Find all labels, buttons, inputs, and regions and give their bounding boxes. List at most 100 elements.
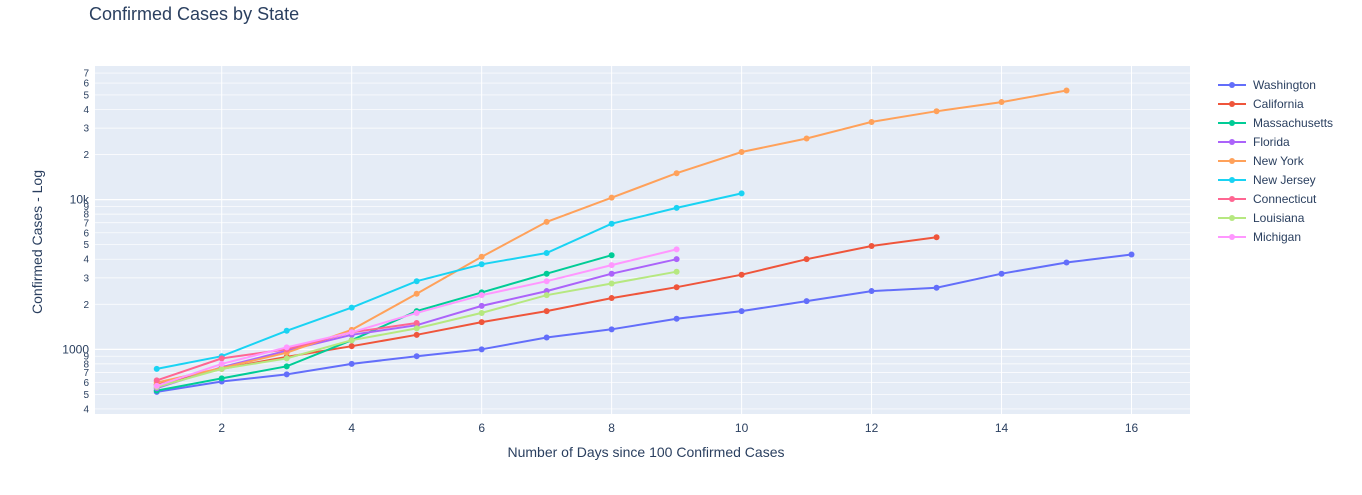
legend-item-florida[interactable]: Florida (1218, 135, 1290, 149)
data-point-new-jersey (478, 261, 485, 268)
data-point-louisiana (283, 355, 290, 362)
data-point-new-york (478, 253, 485, 260)
data-point-washington (998, 270, 1005, 277)
data-point-massachusetts (608, 252, 615, 259)
data-point-washington (608, 326, 615, 333)
legend-item-massachusetts[interactable]: Massachusetts (1218, 116, 1333, 130)
data-point-florida (543, 288, 550, 295)
series-new-jersey (153, 190, 745, 372)
data-point-washington (543, 334, 550, 341)
y-minor-tick-label: 8 (83, 210, 89, 221)
y-minor-tick-label: 7 (83, 69, 89, 80)
legend-item-new-jersey[interactable]: New Jersey (1218, 173, 1316, 187)
legend-label: New Jersey (1253, 173, 1316, 187)
data-point-california (868, 242, 875, 249)
series-group (153, 87, 1135, 395)
data-point-california (543, 308, 550, 315)
data-point-california (478, 319, 485, 326)
data-point-michigan (218, 360, 225, 367)
legend-item-washington[interactable]: Washington (1218, 78, 1316, 92)
data-point-louisiana (348, 337, 355, 344)
series-line-washington (156, 253, 1132, 393)
legend-swatch-marker (1229, 120, 1235, 126)
data-point-california (803, 256, 810, 263)
y-minor-tick-label: 6 (83, 228, 89, 239)
series-line-massachusetts (156, 254, 612, 392)
data-point-washington (933, 284, 940, 291)
data-point-new-york (543, 218, 550, 225)
data-point-michigan (543, 278, 550, 285)
data-point-new-york (803, 135, 810, 142)
legend[interactable]: Washington California Massachusetts Florida… (1218, 78, 1333, 244)
data-point-michigan (153, 382, 160, 389)
legend-item-louisiana[interactable]: Louisiana (1218, 211, 1305, 225)
y-minor-tick-label: 2 (83, 150, 89, 161)
legend-label: Michigan (1253, 230, 1301, 244)
y-minor-tick-label: 8 (83, 359, 89, 370)
series-louisiana (153, 268, 680, 391)
legend-item-new-york[interactable]: New York (1218, 154, 1305, 168)
data-point-washington (283, 371, 290, 378)
data-point-california (348, 343, 355, 350)
data-point-florida (608, 270, 615, 277)
data-point-michigan (348, 329, 355, 336)
y-axis-title: Confirmed Cases - Log (29, 170, 45, 314)
y-major-tick-label: 10k (70, 193, 90, 207)
data-point-washington (413, 353, 420, 360)
legend-swatch-marker (1229, 101, 1235, 107)
y-minor-tick-label: 4 (83, 105, 89, 116)
legend-item-california[interactable]: California (1218, 97, 1304, 111)
data-point-michigan (608, 262, 615, 269)
data-point-new-jersey (348, 304, 355, 311)
data-point-florida (478, 302, 485, 309)
legend-label: Connecticut (1253, 192, 1317, 206)
series-washington (153, 251, 1135, 395)
data-point-new-york (673, 170, 680, 177)
grid (95, 66, 1190, 414)
chart-title: Confirmed Cases by State (89, 4, 299, 24)
data-point-louisiana (673, 268, 680, 275)
legend-swatch-marker (1229, 158, 1235, 164)
legend-label: New York (1253, 154, 1305, 168)
legend-item-michigan[interactable]: Michigan (1218, 230, 1301, 244)
data-point-connecticut (218, 355, 225, 362)
y-minor-tick-label: 5 (83, 90, 89, 101)
legend-swatch-marker (1229, 234, 1235, 240)
legend-item-connecticut[interactable]: Connecticut (1218, 192, 1317, 206)
data-point-washington (868, 288, 875, 295)
data-point-california (413, 331, 420, 338)
data-point-washington (1128, 251, 1135, 258)
legend-swatch-marker (1229, 196, 1235, 202)
data-point-michigan (413, 309, 420, 316)
data-point-michigan (673, 246, 680, 253)
data-point-massachusetts (543, 270, 550, 277)
data-point-washington (1063, 259, 1070, 266)
data-point-louisiana (543, 292, 550, 299)
legend-label: Louisiana (1253, 211, 1305, 225)
x-tick-label: 10 (735, 421, 749, 435)
data-point-connecticut (153, 377, 160, 384)
y-minor-tick-label: 6 (83, 378, 89, 389)
x-tick-label: 2 (218, 421, 225, 435)
y-minor-tick-label: 3 (83, 124, 89, 135)
legend-swatch-marker (1229, 177, 1235, 183)
y-minor-tick-label: 4 (83, 255, 89, 266)
legend-swatch-marker (1229, 215, 1235, 221)
x-tick-label: 4 (348, 421, 355, 435)
x-axis-title: Number of Days since 100 Confirmed Cases (507, 444, 784, 460)
data-point-louisiana (413, 325, 420, 332)
legend-swatch-marker (1229, 82, 1235, 88)
data-point-washington (673, 315, 680, 322)
data-point-connecticut (413, 319, 420, 326)
x-tick-label: 14 (995, 421, 1009, 435)
legend-label: California (1253, 97, 1304, 111)
data-point-california (738, 271, 745, 278)
data-point-massachusetts (283, 363, 290, 370)
data-point-new-jersey (673, 204, 680, 211)
series-line-new-jersey (156, 192, 742, 370)
data-point-new-york (738, 148, 745, 155)
series-michigan (153, 246, 680, 389)
data-point-louisiana (218, 365, 225, 372)
